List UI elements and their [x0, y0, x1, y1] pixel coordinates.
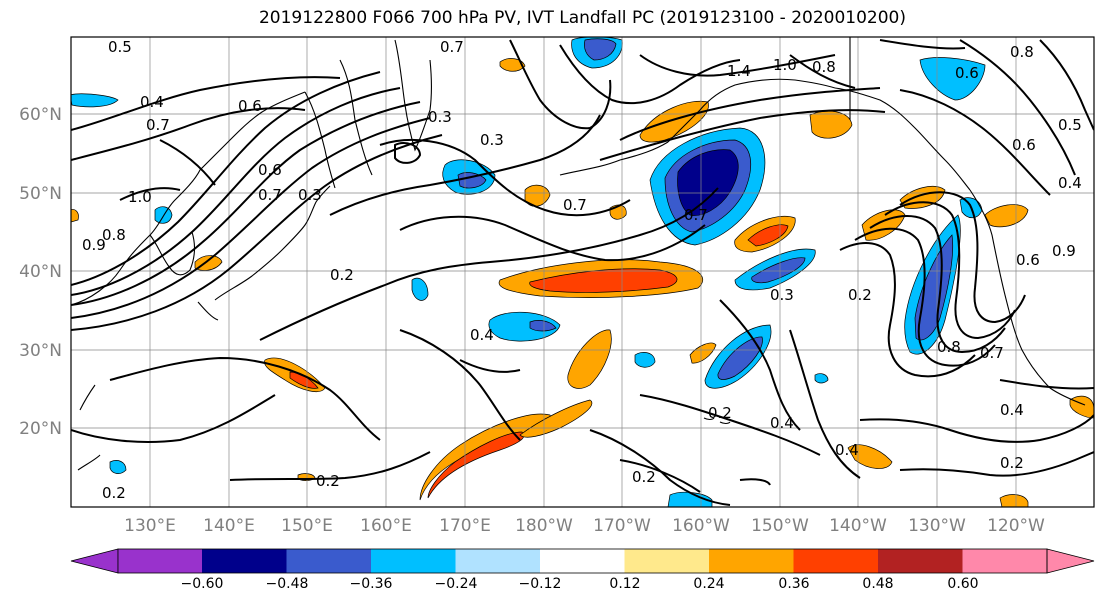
contour-label: 0.7: [684, 206, 708, 224]
contour-label: 0.4: [770, 414, 794, 432]
contour-lines: [71, 39, 1094, 506]
lat-tick-label: 30°N: [19, 341, 62, 361]
colorbar-tick-labels: −0.60 −0.48 −0.36 −0.24 −0.12 0.12 0.24 …: [181, 576, 979, 592]
lat-tick-label: 50°N: [19, 184, 62, 204]
colorbar-tick-label: −0.60: [181, 576, 224, 592]
contour-label: 1.0: [128, 188, 152, 206]
lon-tick-label: 150°E: [281, 516, 333, 536]
colorbar-swatch: [371, 549, 456, 573]
colorbar-tick-label: −0.24: [435, 576, 478, 592]
contour-label: 0.7: [563, 196, 587, 214]
colorbar-extend-max: [1046, 548, 1095, 574]
colorbar-swatch: [202, 549, 287, 573]
lon-tick-label: 140°W: [829, 516, 887, 536]
contour-label: 0.2: [330, 266, 354, 284]
colorbar-swatch: [962, 549, 1047, 573]
contour-labels: 0.5 0.7 0.4 0.6 0.7 0.3 0.3 1.4 1.0 0.8 …: [82, 38, 1082, 502]
colorbar-tick-label: 0.60: [947, 576, 978, 592]
contour-label: 0.7: [440, 38, 464, 56]
colorbar-extend-min: [70, 548, 119, 574]
contour-label: 0.8: [937, 338, 961, 356]
colorbar-swatch: [455, 549, 540, 573]
lon-tick-label: 160°W: [672, 516, 730, 536]
contour-label: 0.4: [1058, 174, 1082, 192]
contour-label: 1.0: [773, 56, 797, 74]
contour-label: 0.6: [258, 161, 282, 179]
contour-label: 1.4: [727, 62, 751, 80]
colorbar-swatch: [709, 549, 794, 573]
contour-label: 0.2: [316, 472, 340, 490]
map-content: 0.5 0.7 0.4 0.6 0.7 0.3 0.3 1.4 1.0 0.8 …: [71, 37, 1094, 507]
contour-label: 0.2: [102, 484, 126, 502]
lat-tick-label: 60°N: [19, 105, 62, 125]
contour-label: 0.7: [146, 116, 170, 134]
lon-tick-label: 120°W: [987, 516, 1045, 536]
contour-label: 0.5: [108, 38, 132, 56]
contour-label: 0.2: [848, 286, 872, 304]
contour-label: 0.9: [1052, 242, 1076, 260]
contour-label: 0.3: [428, 108, 452, 126]
contour-label: 0.5: [1058, 116, 1082, 134]
contour-label: 0.9: [82, 236, 106, 254]
contour-label: 0.8: [1010, 43, 1034, 61]
colorbar-tick-label: 0.48: [862, 576, 893, 592]
lon-tick-label: 130°E: [124, 516, 176, 536]
colorbar-swatch: [793, 549, 878, 573]
contour-label: 0.6: [955, 64, 979, 82]
contour-label: 0.2: [632, 468, 656, 486]
contour-label: 0.6: [238, 97, 262, 115]
contour-label: 0.6: [1012, 136, 1036, 154]
coastlines: [71, 37, 1086, 471]
latitude-axis: 20°N 30°N 40°N 50°N 60°N: [19, 105, 62, 439]
contour-label: 0.3: [770, 286, 794, 304]
contour-label: 0.8: [102, 226, 126, 244]
contour-label: 0.2: [1000, 454, 1024, 472]
contour-label: 0.7: [980, 344, 1004, 362]
lat-tick-label: 20°N: [19, 419, 62, 439]
lon-tick-label: 160°E: [360, 516, 412, 536]
colorbar-frame: [117, 548, 1048, 574]
map-frame: [70, 36, 1095, 508]
colorbar-swatches: [70, 548, 1095, 574]
contour-label: 0.4: [470, 326, 494, 344]
colorbar-tick-label: −0.12: [519, 576, 562, 592]
colorbar-swatch: [286, 549, 371, 573]
contour-label: 0.4: [1000, 401, 1024, 419]
contour-label: 0.2: [708, 404, 732, 422]
lon-tick-label: 170°E: [439, 516, 491, 536]
lon-tick-label: 180°W: [515, 516, 573, 536]
colorbar-swatch: [624, 549, 709, 573]
colorbar-swatch: [878, 549, 963, 573]
contour-label: 0.8: [812, 58, 836, 76]
contour-label: 0.6: [1016, 251, 1040, 269]
colorbar: −0.60 −0.48 −0.36 −0.24 −0.12 0.12 0.24 …: [70, 548, 1095, 592]
lon-tick-label: 150°W: [751, 516, 809, 536]
lon-tick-label: 170°W: [593, 516, 651, 536]
lon-tick-label: 140°E: [203, 516, 255, 536]
lat-tick-label: 40°N: [19, 262, 62, 282]
colorbar-tick-label: −0.36: [350, 576, 393, 592]
colorbar-tick-label: −0.48: [266, 576, 309, 592]
longitude-axis: 130°E 140°E 150°E 160°E 170°E 180°W 170°…: [124, 516, 1045, 536]
lon-tick-label: 130°W: [908, 516, 966, 536]
colorbar-tick-label: 0.36: [778, 576, 809, 592]
chart-title: 2019122800 F066 700 hPa PV, IVT Landfall…: [258, 8, 906, 28]
contour-label: 0.3: [298, 186, 322, 204]
contour-label: 0.7: [258, 186, 282, 204]
colorbar-tick-label: 0.12: [609, 576, 640, 592]
colorbar-swatch: [118, 549, 202, 573]
contour-label: 0.3: [480, 131, 504, 149]
colorbar-swatch: [540, 549, 625, 573]
contour-label: 0.4: [835, 441, 859, 459]
colorbar-tick-label: 0.24: [693, 576, 724, 592]
contour-label: 0.4: [140, 93, 164, 111]
